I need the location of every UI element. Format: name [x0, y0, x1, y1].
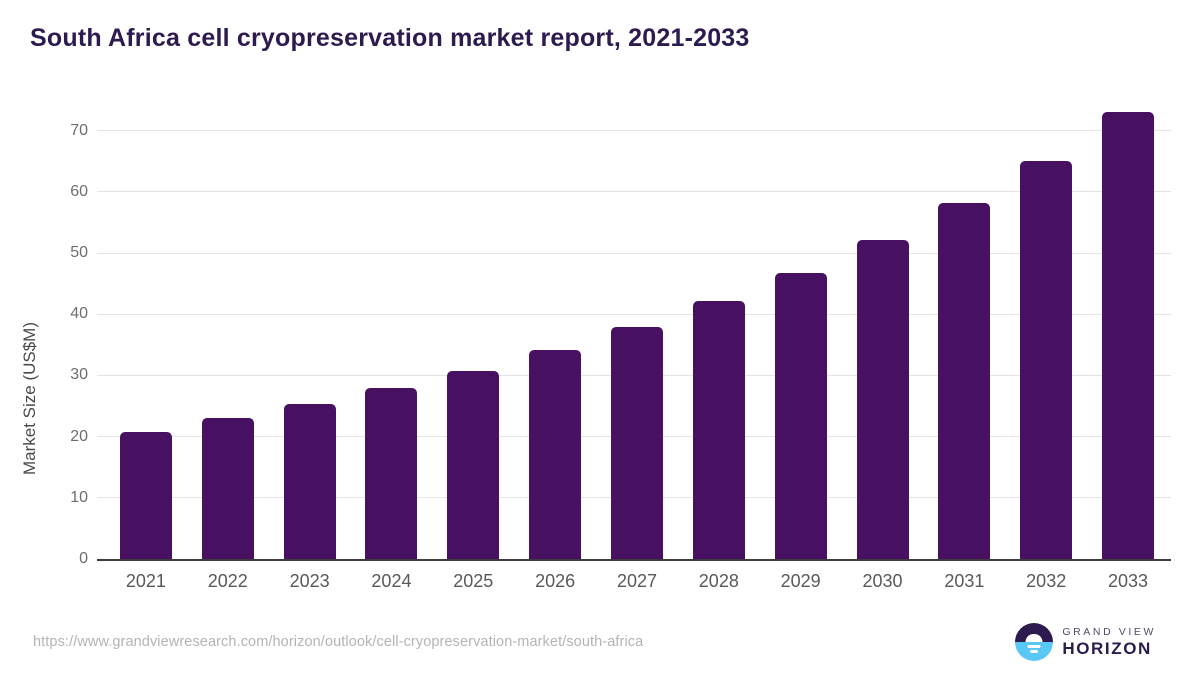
x-axis-tick-labels: 2021 2022 2023 2024 2025 2026 2027 2028 2029 2030…: [97, 571, 1171, 592]
logo-horizon-label: HORIZON: [1062, 638, 1152, 658]
x-tick-label: 2031: [944, 571, 985, 591]
bar-2028: [692, 300, 745, 559]
y-tick-label: 70: [70, 121, 88, 139]
y-tick-label: 60: [70, 182, 88, 200]
gridline: [97, 130, 1171, 132]
x-tick-label: 2024: [371, 571, 412, 591]
bar-2030: [856, 239, 909, 559]
sun-icon: [1025, 633, 1043, 642]
bar-2033: [1102, 112, 1155, 559]
bar-2023: [283, 403, 336, 559]
x-tick-label: 2026: [535, 571, 576, 591]
bar-slot: [678, 100, 760, 559]
bar-slot: [842, 100, 924, 559]
gridline: [97, 191, 1171, 193]
y-tick-label: 0: [79, 550, 88, 567]
footer: https://www.grandviewresearch.com/horizo…: [33, 620, 1156, 664]
chart-title: South Africa cell cryopreservation marke…: [30, 24, 750, 52]
sun-reflection-line: [1027, 644, 1041, 648]
bar-2032: [1020, 161, 1073, 559]
bar-slot: [514, 100, 596, 559]
bar-slot: [187, 100, 269, 559]
y-tick-label: 20: [70, 427, 88, 445]
brand-logo: GRAND VIEW HORIZON: [1015, 623, 1156, 661]
bar-series: [97, 100, 1171, 559]
x-tick-label: 2033: [1108, 571, 1149, 591]
x-tick-label: 2030: [862, 571, 903, 591]
y-tick-label: 10: [70, 488, 88, 506]
x-tick-label: 2029: [780, 571, 821, 591]
bar-2022: [201, 418, 254, 559]
y-axis-tick-labels: 0 10 20 30 40 50 60 70: [0, 100, 88, 567]
bar-slot: [1005, 100, 1087, 559]
y-tick-label: 50: [70, 244, 88, 261]
bar-2024: [365, 387, 418, 559]
gridline: [97, 252, 1171, 254]
sunrise-horizon-icon: [1015, 623, 1054, 661]
x-tick-label: 2025: [453, 571, 494, 591]
gridline: [97, 313, 1171, 315]
x-tick-label: 2027: [616, 571, 657, 591]
x-tick-label: 2021: [125, 571, 166, 591]
bar-2021: [119, 432, 172, 559]
bar-slot: [105, 100, 187, 559]
x-tick-label: 2022: [207, 571, 248, 591]
bar-slot: [432, 100, 514, 559]
bar-2029: [774, 273, 827, 559]
sun-reflection-line: [1030, 650, 1039, 653]
bar-slot: [269, 100, 351, 559]
bar-slot: [760, 100, 842, 559]
bar-slot: [923, 100, 1005, 559]
bar-slot: [1087, 100, 1169, 559]
x-tick-label: 2023: [289, 571, 330, 591]
x-tick-label: 2032: [1026, 571, 1067, 591]
logo-grand-view-label: GRAND VIEW: [1062, 625, 1156, 638]
x-tick-label: 2028: [698, 571, 739, 591]
logo-text: GRAND VIEW HORIZON: [1062, 626, 1156, 659]
bar-2027: [610, 327, 663, 559]
bar-2025: [447, 370, 500, 559]
source-url: https://www.grandviewresearch.com/horizo…: [33, 634, 644, 650]
bar-2031: [938, 202, 991, 559]
y-tick-label: 40: [70, 305, 88, 323]
y-tick-label: 30: [70, 366, 88, 384]
bar-2026: [529, 349, 582, 559]
plot-area: [97, 100, 1171, 561]
bar-slot: [351, 100, 433, 559]
bar-slot: [596, 100, 678, 559]
